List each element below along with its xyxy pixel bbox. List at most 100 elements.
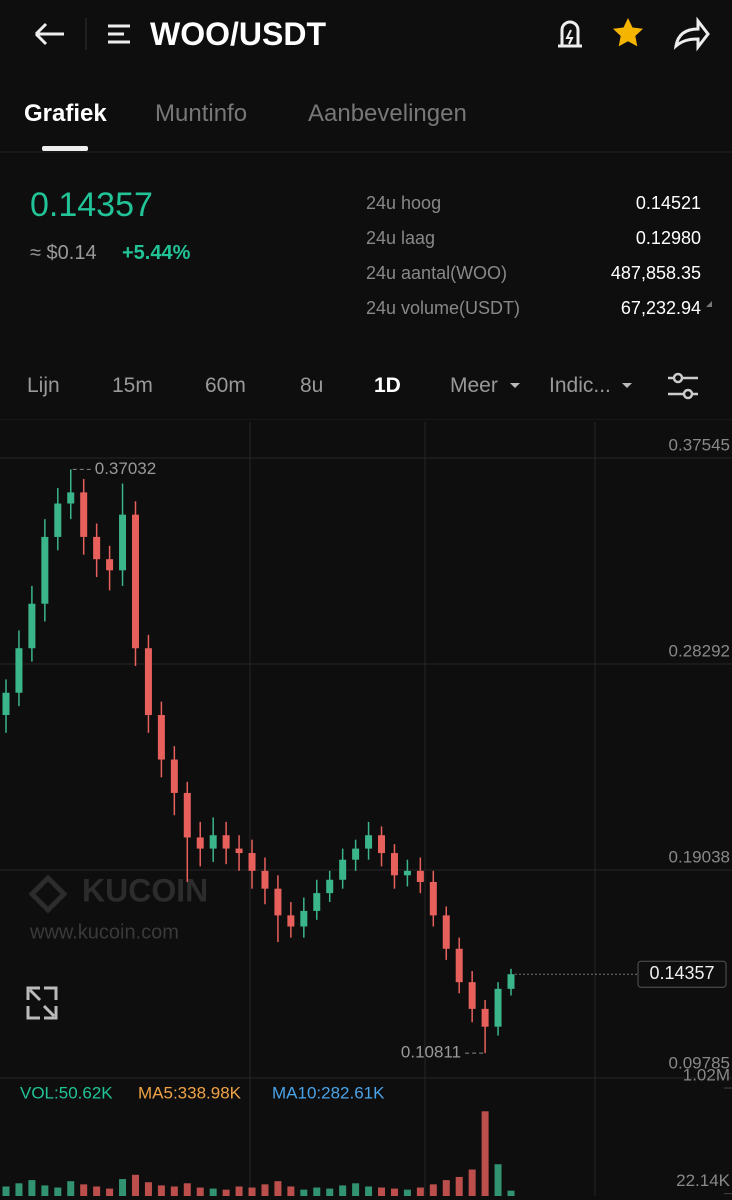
y-tick-label: 0.19038 [669, 847, 730, 866]
candle-body [261, 870, 269, 889]
candle-body [442, 915, 450, 949]
stat-value: 0.12980 [635, 228, 701, 248]
volume-bar [274, 1181, 282, 1196]
candle-body [468, 982, 476, 1009]
candle-body [41, 536, 49, 604]
stat-value: 487,858.35 [610, 263, 701, 283]
volume-bar [494, 1164, 502, 1196]
interval-tab[interactable]: 15m [112, 374, 153, 397]
volume-bar [339, 1185, 347, 1196]
interval-tab[interactable]: Indic... [549, 374, 611, 397]
candle-body [67, 492, 75, 504]
tab-indicator [42, 146, 88, 151]
candle-body [93, 536, 101, 560]
settings-icon[interactable] [668, 372, 698, 400]
candle-body [28, 603, 36, 649]
volume-bar [222, 1189, 230, 1196]
volume-tick-label: 22.14K [676, 1171, 731, 1190]
volume-bar [235, 1186, 243, 1196]
candle-body [170, 759, 178, 793]
candle-body [507, 974, 515, 989]
y-tick-label: 0.37545 [669, 435, 730, 454]
volume-bar [93, 1186, 101, 1196]
volume-bar [157, 1185, 165, 1196]
fullscreen-icon[interactable] [26, 986, 58, 1020]
volume-bar [365, 1186, 373, 1196]
volume-bar [326, 1188, 334, 1196]
volume-bar [468, 1169, 476, 1196]
pair-title: WOO/USDT [150, 16, 326, 52]
candle-body [313, 893, 321, 911]
favorite-star[interactable] [613, 18, 643, 47]
candle-body [144, 648, 152, 716]
candle-body [390, 853, 398, 876]
tab[interactable]: Aanbevelingen [308, 100, 467, 127]
volume-bar [248, 1187, 256, 1196]
volume-bar [15, 1183, 23, 1196]
volume-bar [41, 1185, 49, 1196]
volume-bar [390, 1188, 398, 1196]
volume-bar [183, 1183, 191, 1196]
volume-bar [67, 1181, 75, 1196]
candle-body [2, 692, 10, 716]
candle-body [287, 915, 295, 927]
volume-bar [507, 1190, 515, 1196]
volume-bar [131, 1174, 139, 1196]
volume-legend: MA5:338.98K [138, 1083, 242, 1102]
usd-price: ≈ $0.14 [30, 242, 97, 264]
last-price: 0.14357 [30, 186, 153, 224]
interval-tab[interactable]: 60m [205, 374, 246, 397]
volume-bar [455, 1176, 463, 1196]
header-icons [0, 16, 732, 420]
candle-body [80, 492, 88, 537]
volume-bar [196, 1187, 204, 1196]
volume-legend: VOL:50.62K [20, 1083, 113, 1102]
max-label: 0.37032 [95, 459, 156, 478]
interval-tab[interactable]: 1D [374, 374, 401, 397]
candle-body [119, 514, 127, 571]
candle-body [352, 848, 360, 860]
tab[interactable]: Muntinfo [155, 100, 248, 127]
candle-body [378, 835, 386, 854]
share-icon[interactable] [673, 16, 710, 52]
volume-bar [313, 1187, 321, 1196]
candle-body [235, 848, 243, 854]
volume-bar [261, 1184, 269, 1196]
candle-body [196, 837, 204, 849]
candle-body [403, 870, 411, 876]
volume-bar [28, 1180, 36, 1196]
watermark-url: www.kucoin.com [29, 921, 179, 943]
volume-bar [429, 1184, 437, 1196]
volume-bar [54, 1187, 62, 1196]
price-change: +5.44% [122, 242, 191, 264]
volume-bar [80, 1184, 88, 1196]
candle-body [183, 792, 191, 838]
candle-body [106, 559, 114, 571]
alert-icon[interactable] [558, 20, 582, 48]
last-price-label: 0.14357 [649, 963, 714, 983]
interval-tab[interactable]: Meer [450, 374, 498, 397]
volume-bar [170, 1186, 178, 1196]
interval-tab[interactable]: Lijn [27, 374, 60, 397]
candle-body [209, 835, 217, 849]
stat-value: 67,232.94 [620, 298, 701, 318]
tab[interactable]: Grafiek [24, 100, 107, 127]
candle-body [54, 503, 62, 537]
candle-body [416, 870, 424, 882]
stat-label: 24u volume(USDT) [366, 298, 521, 318]
last-price-box [637, 960, 727, 988]
y-tick-label: 0.28292 [669, 641, 730, 660]
volume-bar [209, 1188, 217, 1196]
interval-tab[interactable]: 8u [300, 374, 324, 397]
menu-icon[interactable] [108, 24, 130, 44]
candle-body [455, 948, 463, 983]
volume-bar [2, 1186, 10, 1196]
volume-bar [416, 1187, 424, 1196]
back-icon[interactable] [34, 22, 64, 46]
volume-bar [106, 1188, 114, 1196]
stat-value: 0.14521 [635, 193, 701, 213]
candle-body [365, 835, 373, 849]
volume-bar [144, 1182, 152, 1196]
candle-body [157, 715, 165, 760]
